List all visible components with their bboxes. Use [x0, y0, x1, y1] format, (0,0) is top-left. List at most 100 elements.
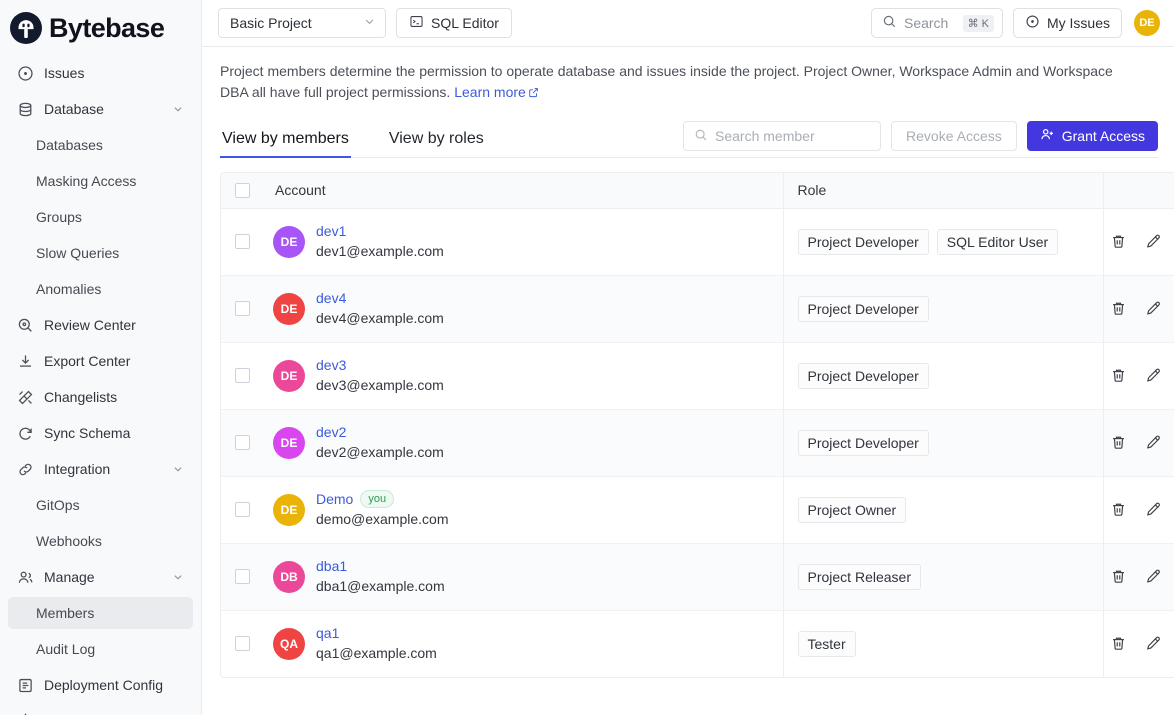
account-name-link[interactable]: qa1 [316, 625, 340, 642]
sidebar-item-sync-schema[interactable]: Sync Schema [8, 417, 193, 449]
tab-actions: Revoke Access Grant Access [683, 121, 1158, 157]
account-cell: QA qa1 qa1@example.com [273, 610, 783, 677]
role-badge[interactable]: Tester [797, 630, 856, 657]
row-select-cell [221, 476, 273, 543]
account-email: dev1@example.com [316, 243, 444, 259]
delete-icon[interactable] [1110, 434, 1127, 451]
account-text: Demo you demo@example.com [316, 490, 449, 529]
role-badge[interactable]: Project Developer [797, 429, 929, 456]
sidebar-item-anomalies[interactable]: Anomalies [8, 273, 193, 305]
table-row[interactable]: DE dev4 dev4@example.com Project Develop… [221, 275, 1174, 342]
sidebar-item-gitops[interactable]: GitOps [8, 489, 193, 521]
global-search-button[interactable]: Search ⌘ K [870, 8, 1003, 38]
role-badge[interactable]: Project Owner [797, 496, 907, 523]
account-info: DE dev4 dev4@example.com [273, 289, 783, 328]
select-all-header [221, 173, 273, 209]
table-row[interactable]: QA qa1 qa1@example.com Tester [221, 610, 1174, 677]
edit-pencil-icon[interactable] [1145, 233, 1162, 250]
sidebar-item-label: Masking Access [36, 173, 137, 189]
search-icon [882, 14, 897, 32]
row-select-checkbox[interactable] [235, 301, 250, 316]
project-selector[interactable]: Basic Project [218, 8, 386, 38]
table-header-row: Account Role [221, 173, 1174, 209]
edit-pencil-icon[interactable] [1145, 434, 1162, 451]
sidebar-item-changelists[interactable]: Changelists [8, 381, 193, 413]
sidebar-item-label: Webhooks [36, 533, 102, 549]
sidebar-item-members[interactable]: Members [8, 597, 193, 629]
account-name-link[interactable]: dev4 [316, 290, 347, 306]
changelists-icon [16, 388, 34, 406]
account-cell: DE dev3 dev3@example.com [273, 342, 783, 409]
role-badge[interactable]: Project Releaser [797, 563, 921, 590]
sidebar-item-audit-log[interactable]: Audit Log [8, 633, 193, 665]
revoke-access-button[interactable]: Revoke Access [891, 121, 1017, 151]
sidebar-item-export-center[interactable]: Export Center [8, 345, 193, 377]
grant-access-button[interactable]: Grant Access [1026, 121, 1158, 151]
account-name-link[interactable]: dev3 [316, 357, 347, 373]
edit-pencil-icon[interactable] [1145, 367, 1162, 384]
delete-icon[interactable] [1110, 635, 1127, 652]
sidebar-item-databases[interactable]: Databases [8, 129, 193, 161]
sidebar-item-deployment-config[interactable]: Deployment Config [8, 669, 193, 701]
sidebar-item-database[interactable]: Database [8, 93, 193, 125]
sidebar-item-groups[interactable]: Groups [8, 201, 193, 233]
search-member-field[interactable] [683, 121, 882, 151]
edit-pencil-icon[interactable] [1145, 568, 1162, 585]
delete-icon[interactable] [1110, 300, 1127, 317]
sidebar-item-integration[interactable]: Integration [8, 453, 193, 485]
sql-editor-button[interactable]: SQL Editor [396, 8, 512, 38]
role-badge[interactable]: Project Developer [797, 228, 929, 255]
row-select-checkbox[interactable] [235, 435, 250, 450]
account-info: QA qa1 qa1@example.com [273, 624, 783, 663]
role-badge[interactable]: Project Developer [797, 295, 929, 322]
actions-cell [1102, 342, 1174, 409]
account-text: dev2 dev2@example.com [316, 423, 444, 462]
table-row[interactable]: DE dev1 dev1@example.com Project Develop… [221, 208, 1174, 275]
delete-icon[interactable] [1110, 501, 1127, 518]
row-select-checkbox[interactable] [235, 636, 250, 652]
sidebar-item-slow-queries[interactable]: Slow Queries [8, 237, 193, 269]
tab-view-by-roles[interactable]: View by roles [387, 130, 486, 157]
edit-pencil-icon[interactable] [1145, 300, 1162, 317]
column-header-actions [1102, 173, 1174, 209]
actions-cell [1102, 409, 1174, 476]
user-avatar[interactable]: DE [1134, 10, 1160, 36]
role-cell: Project Developer [782, 275, 1103, 342]
sidebar-item-issues[interactable]: Issues [8, 57, 193, 89]
my-issues-button[interactable]: My Issues [1012, 8, 1122, 38]
account-name-link[interactable]: Demo you [316, 490, 449, 508]
sidebar-item-webhooks[interactable]: Webhooks [8, 525, 193, 557]
edit-pencil-icon[interactable] [1145, 501, 1162, 518]
members-table-wrapper: Account Role DE dev1 dev1@example.com [220, 172, 1174, 678]
row-select-checkbox[interactable] [235, 368, 250, 383]
sidebar-item-masking-access[interactable]: Masking Access [8, 165, 193, 197]
edit-pencil-icon[interactable] [1145, 635, 1162, 652]
row-select-checkbox[interactable] [235, 569, 250, 584]
account-name-link[interactable]: dev2 [316, 424, 347, 440]
role-badge[interactable]: SQL Editor User [936, 228, 1059, 255]
table-row[interactable]: DE dev3 dev3@example.com Project Develop… [221, 342, 1174, 409]
sidebar-item-setting[interactable]: Setting [8, 705, 193, 715]
tab-view-by-members[interactable]: View by members [220, 130, 351, 158]
role-badge-list: Project Developer [797, 429, 1103, 456]
table-row[interactable]: DE Demo you demo@example.com Project Owne… [221, 476, 1174, 543]
search-member-input[interactable] [715, 128, 871, 144]
account-name-link[interactable]: dev1 [316, 223, 347, 239]
select-all-checkbox[interactable] [235, 182, 250, 198]
brand-logo[interactable]: Bytebase [0, 2, 201, 55]
sidebar-item-review-center[interactable]: Review Center [8, 309, 193, 341]
sidebar-item-label: Review Center [44, 317, 136, 333]
learn-more-link[interactable]: Learn more [454, 84, 526, 100]
table-row[interactable]: DE dev2 dev2@example.com Project Develop… [221, 409, 1174, 476]
account-email: qa1@example.com [316, 645, 437, 662]
role-badge[interactable]: Project Developer [797, 362, 929, 389]
table-row[interactable]: DB dba1 dba1@example.com Project Release… [221, 543, 1174, 610]
account-name-link[interactable]: dba1 [316, 558, 348, 574]
account-text: dba1 dba1@example.com [316, 557, 445, 596]
delete-icon[interactable] [1110, 568, 1127, 585]
row-select-checkbox[interactable] [235, 234, 250, 249]
row-select-checkbox[interactable] [235, 502, 250, 517]
delete-icon[interactable] [1110, 367, 1127, 384]
delete-icon[interactable] [1110, 233, 1127, 250]
sidebar-item-manage[interactable]: Manage [8, 561, 193, 593]
